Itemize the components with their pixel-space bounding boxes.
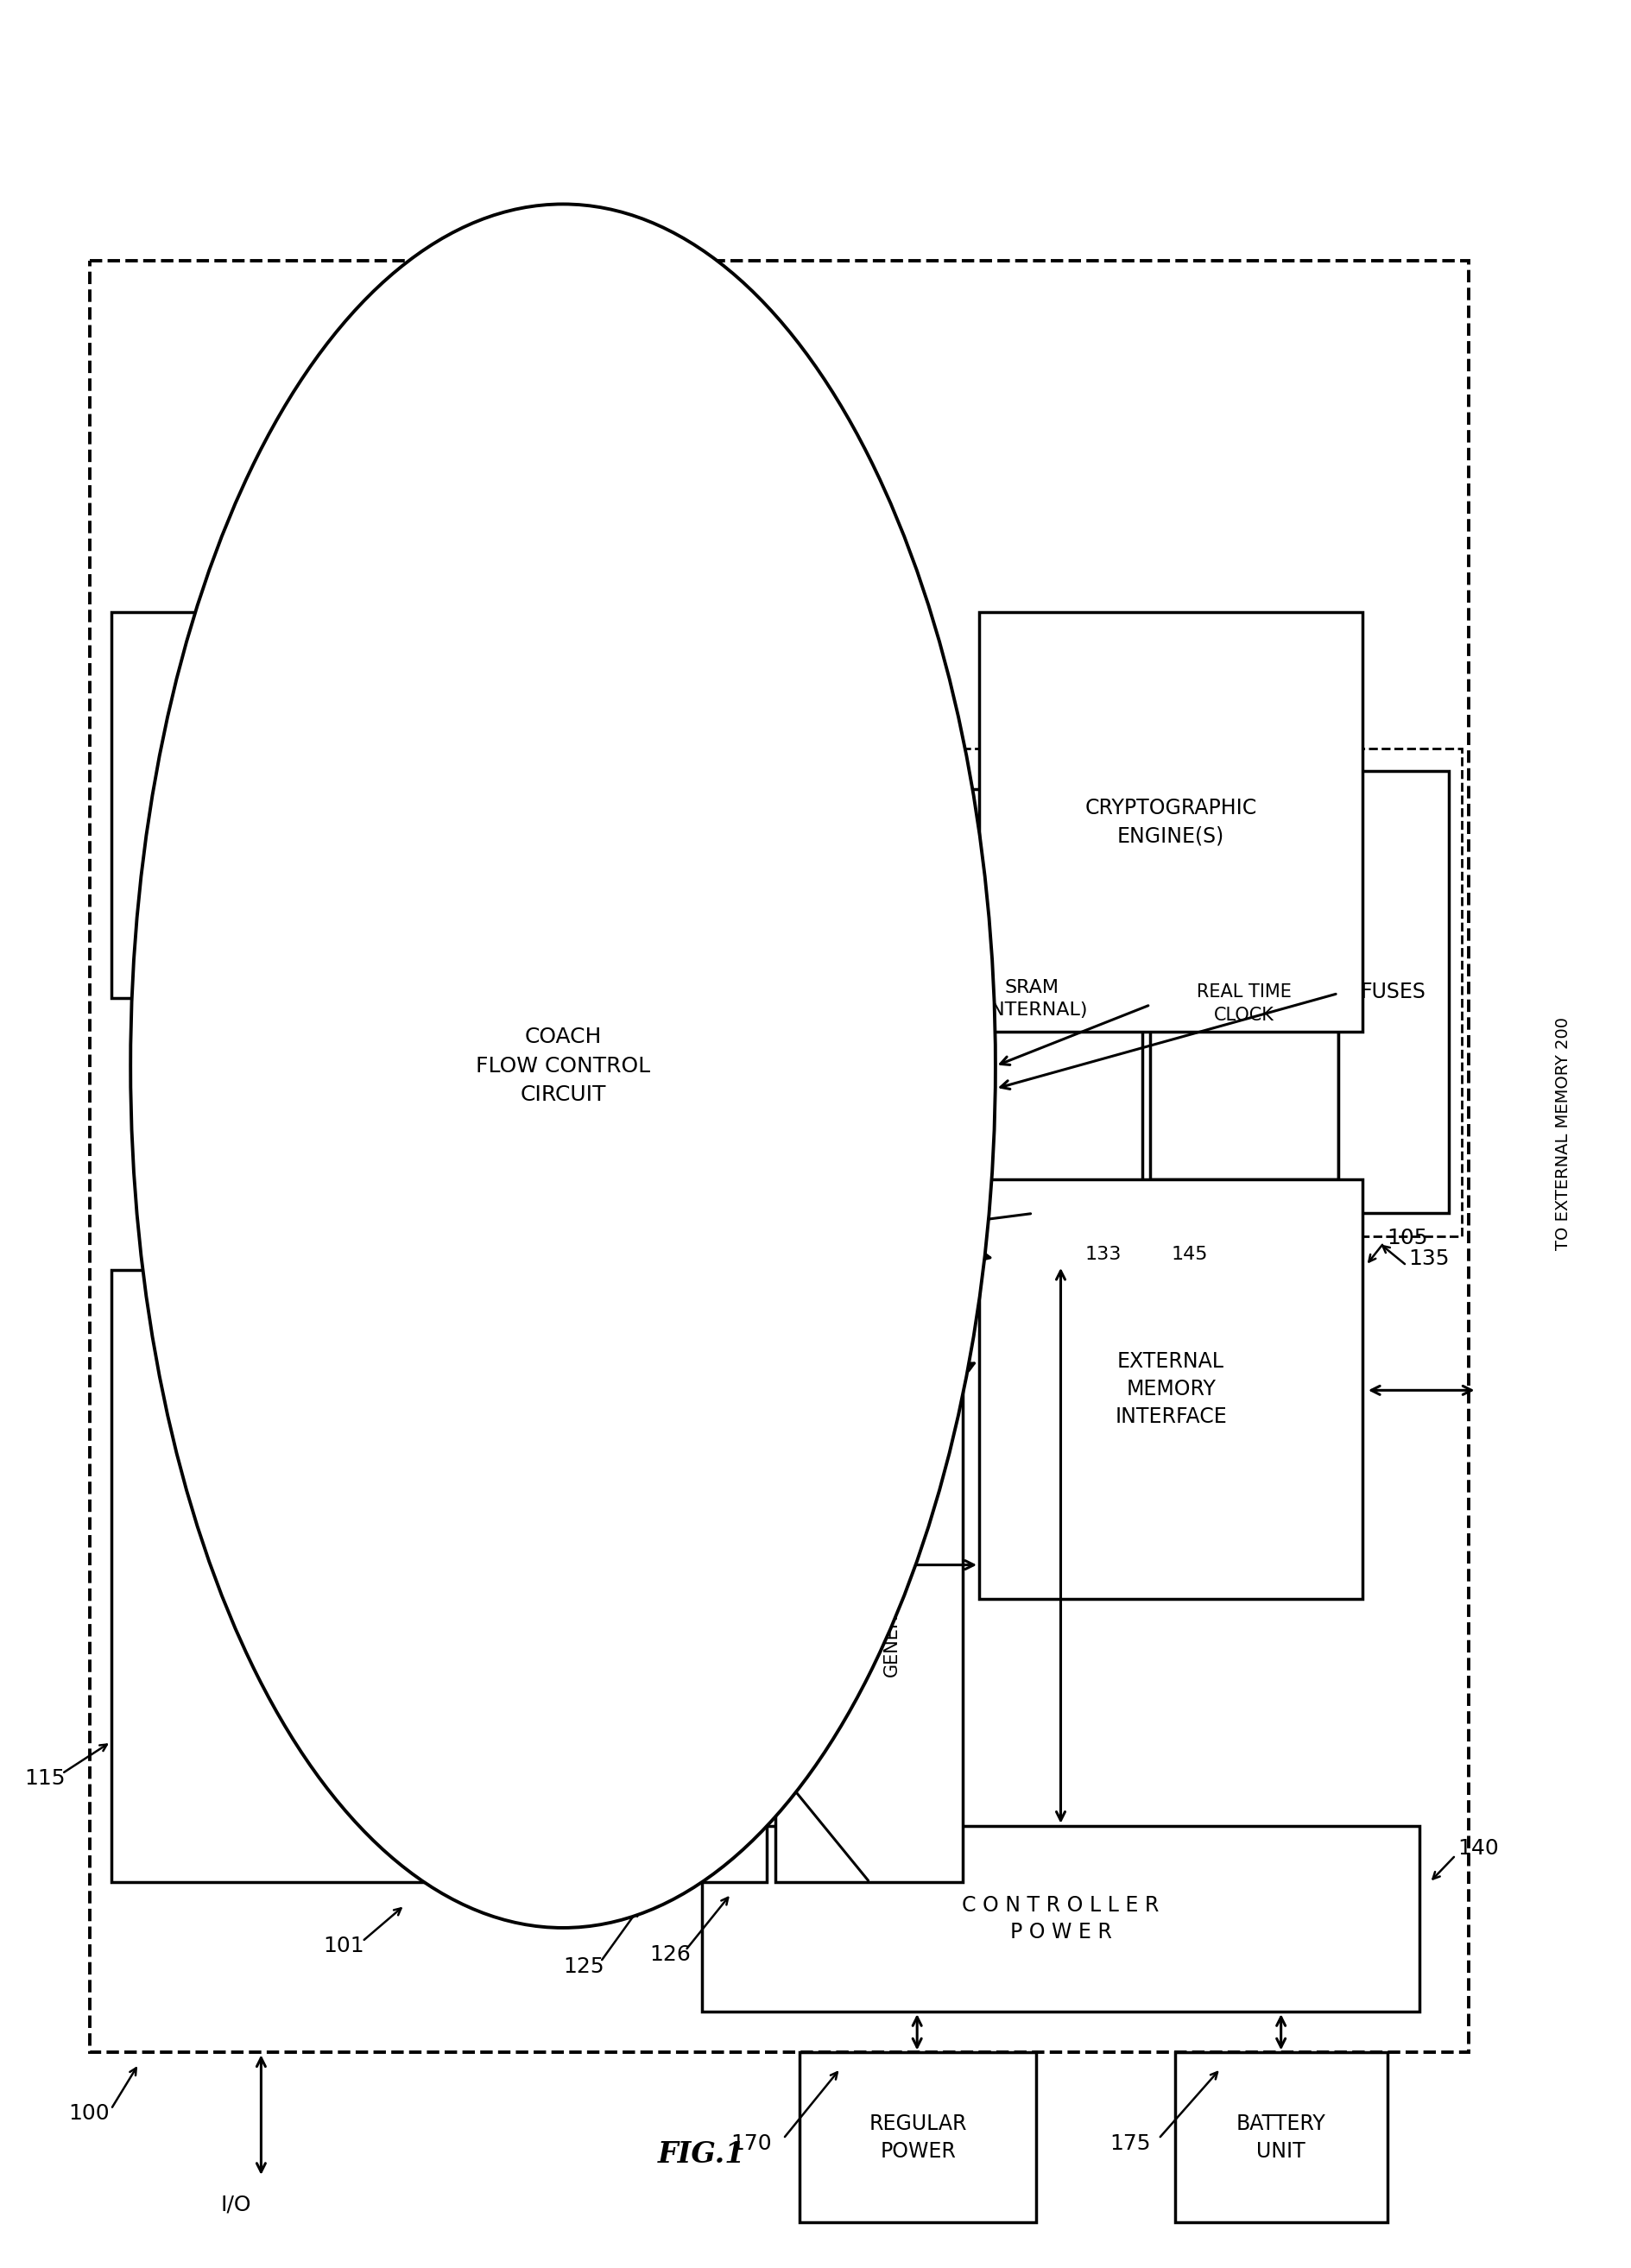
Text: 135: 135 [1408,1247,1448,1270]
Text: FUSES: FUSES [1360,982,1425,1002]
Text: 110: 110 [160,1048,201,1070]
Text: FIG.1: FIG.1 [657,2141,745,2168]
Bar [111,612,413,998]
Text: 170: 170 [731,2132,771,2155]
Text: 125: 125 [563,1955,603,1978]
Text: 115: 115 [24,1767,65,1789]
Bar [910,748,1461,1236]
Text: PSEUDO RANDOM
NUMBER
GENERATOR: PSEUDO RANDOM NUMBER GENERATOR [837,1540,900,1703]
Text: BATTERY
UNIT: BATTERY UNIT [1236,2114,1324,2161]
Text: INTERFACE: INTERFACE [202,794,321,816]
Text: CRYPTOGRAPHIC
ENGINE(S): CRYPTOGRAPHIC ENGINE(S) [1085,798,1256,846]
Text: 132: 132 [910,1245,946,1263]
Bar [579,1361,767,1882]
Text: 145: 145 [1171,1245,1207,1263]
Bar [979,1179,1362,1599]
Text: 105: 105 [1386,1227,1427,1250]
Text: I/O: I/O [220,2193,251,2216]
Ellipse shape [130,204,995,1928]
Bar [1337,771,1448,1213]
Text: SRAM
(INTERNAL): SRAM (INTERNAL) [977,980,1086,1018]
Text: 130: 130 [453,1259,494,1281]
Bar [1150,828,1337,1179]
Bar [799,2053,1036,2223]
Bar [1174,2053,1386,2223]
Bar [922,789,1142,1209]
Text: 195: 195 [568,1608,608,1631]
Bar [111,1270,511,1882]
Text: 101: 101 [323,1935,364,1957]
Text: C O N T R O L L E R
P O W E R: C O N T R O L L E R P O W E R [962,1894,1158,1944]
Text: TRUE RANDOM
NUMBER
GENERATOR: TRUE RANDOM NUMBER GENERATOR [641,1554,705,1690]
Text: 175: 175 [1109,2132,1150,2155]
Text: TO EXTERNAL MEMORY 200: TO EXTERNAL MEMORY 200 [1554,1018,1571,1250]
Text: REAL TIME
CLOCK: REAL TIME CLOCK [1196,984,1292,1023]
Text: 133: 133 [1085,1245,1120,1263]
Text: COACH
FLOW CONTROL
CIRCUIT: COACH FLOW CONTROL CIRCUIT [476,1027,649,1105]
Text: REGULAR
POWER: REGULAR POWER [868,2114,967,2161]
Text: 100: 100 [69,2102,109,2125]
Text: EMBEDDED
PROCESSOR: EMBEDDED PROCESSOR [245,1551,377,1601]
Text: EXTERNAL
MEMORY
INTERFACE: EXTERNAL MEMORY INTERFACE [1114,1352,1227,1427]
Text: eDRAM
(INTERNAL): eDRAM (INTERNAL) [678,968,798,1016]
Bar [90,261,1468,2053]
Bar [979,612,1362,1032]
Bar [579,748,897,1236]
Text: 140: 140 [1456,1837,1497,1860]
Text: 126: 126 [649,1944,690,1966]
Bar [775,1361,962,1882]
Bar [701,1826,1419,2012]
Text: 150: 150 [225,1388,266,1411]
